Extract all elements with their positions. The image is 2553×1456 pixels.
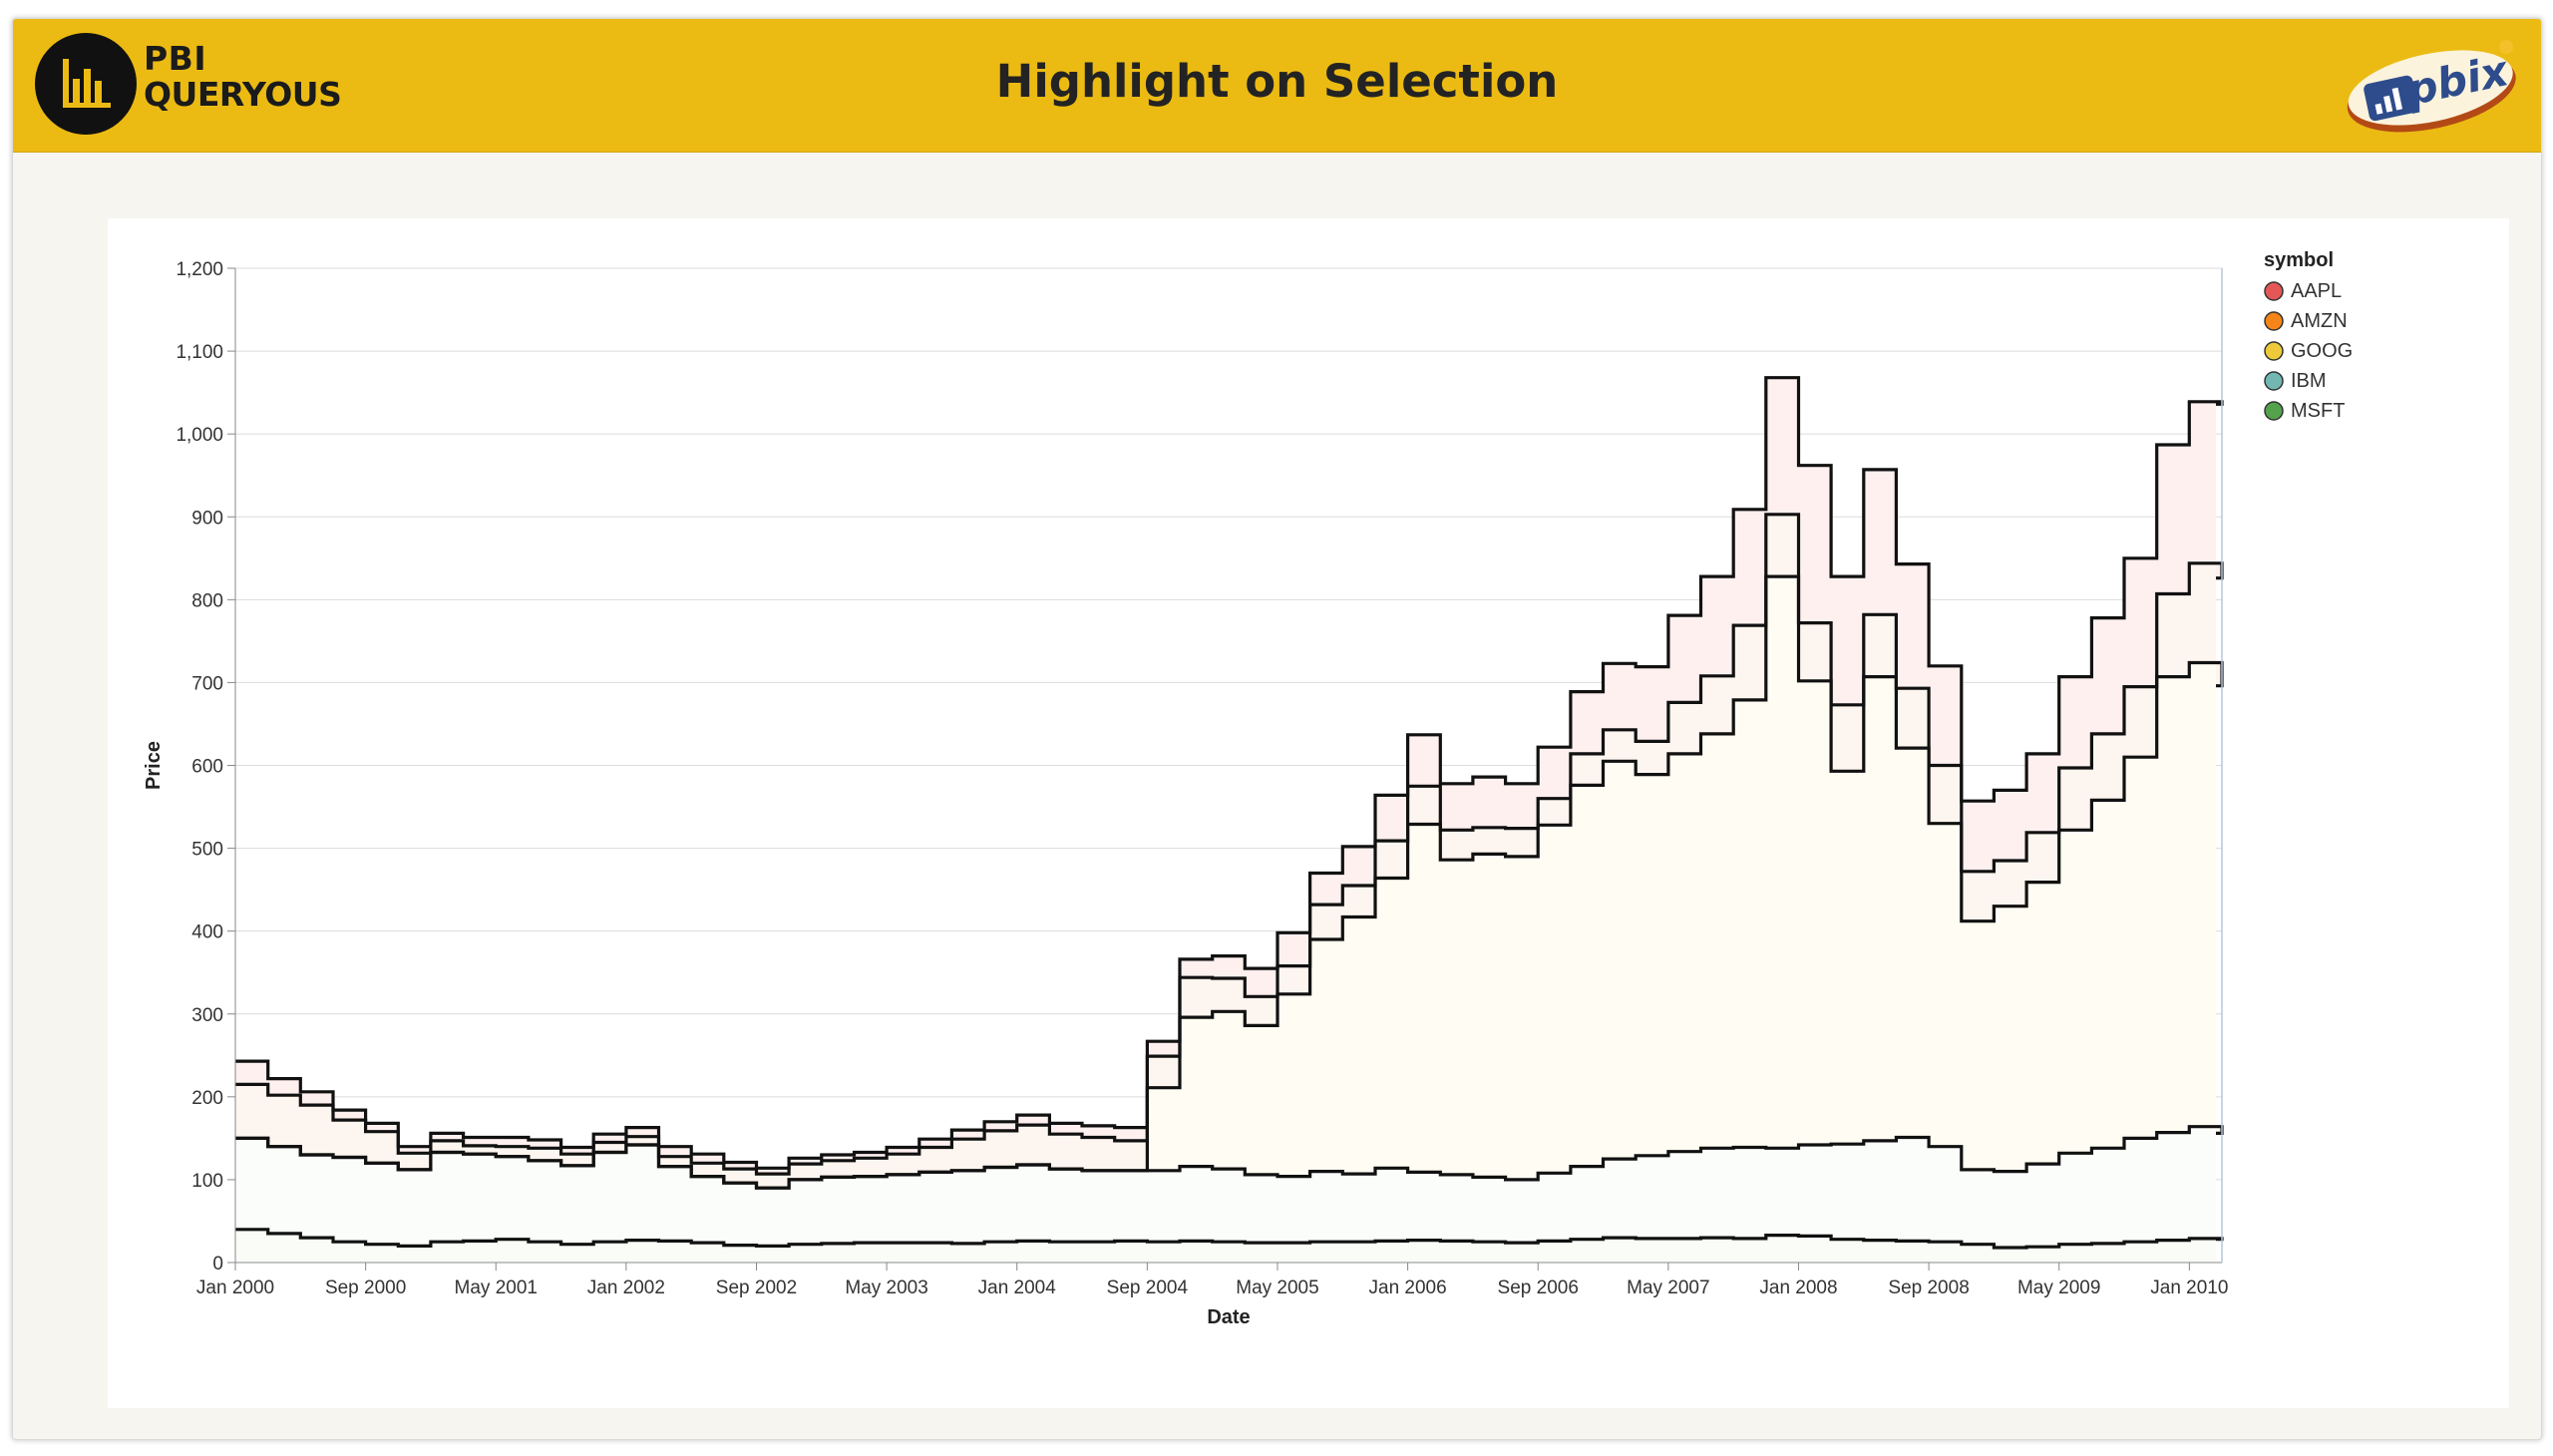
legend-swatch-msft[interactable] [2264, 401, 2284, 421]
x-tick-label: Jan 2006 [1369, 1277, 1447, 1298]
x-tick-label: Jan 2010 [2150, 1277, 2228, 1298]
x-tick-label: Sep 2004 [1107, 1277, 1189, 1298]
y-tick-label: 1,000 [176, 425, 223, 446]
x-tick-label: Jan 2000 [196, 1277, 274, 1298]
x-tick-label: May 2001 [455, 1277, 538, 1298]
stacked-area-chart[interactable]: 0 100 200 300 400 500 600 700 800 900 1,000 1,100 1,… [108, 218, 2509, 1408]
legend-swatch-goog[interactable] [2264, 341, 2284, 361]
y-tick-label: 0 [212, 1254, 223, 1274]
y-tick-label: 300 [191, 1005, 223, 1026]
series-line-goog [235, 574, 2224, 1190]
brand-line-2: QUERYOUS [144, 75, 342, 114]
pbix-badge: pbix [2347, 40, 2516, 133]
legend-label-ibm[interactable]: IBM [2291, 370, 2327, 392]
series-area-amzn[interactable] [235, 514, 2222, 1189]
chart-panel: 0 100 200 300 400 500 600 700 800 900 1,000 1,100 1,… [108, 218, 2509, 1408]
series-lines [235, 376, 2224, 1250]
x-tick-label: Jan 2008 [1759, 1277, 1837, 1298]
x-tick-label: May 2003 [845, 1277, 927, 1298]
header-bar: PBI QUERYOUS Highlight on Selection pbix [13, 19, 2541, 153]
legend-label-aapl[interactable]: AAPL [2291, 280, 2342, 302]
series-line-amzn [235, 513, 2224, 1176]
x-tick-label: Jan 2004 [978, 1277, 1057, 1298]
x-tick-label: Sep 2008 [1888, 1277, 1969, 1298]
y-axis-ticks: 0 100 200 300 400 500 600 700 800 900 1,000 1,100 1,… [176, 259, 235, 1274]
x-tick-label: Sep 2002 [716, 1277, 797, 1298]
y-tick-label: 900 [191, 508, 223, 529]
brand-line-1: PBI [144, 39, 207, 78]
y-tick-label: 800 [191, 590, 223, 611]
legend[interactable]: symbol AAPL AMZN GOOG IBM MSFT [2264, 249, 2353, 422]
bar-chart-icon [63, 59, 111, 108]
y-tick-label: 1,200 [176, 259, 223, 280]
y-axis-title: Price [143, 741, 165, 790]
legend-swatch-ibm[interactable] [2264, 371, 2284, 391]
legend-label-msft[interactable]: MSFT [2291, 400, 2345, 422]
dashboard-frame: PBI QUERYOUS Highlight on Selection pbix [12, 18, 2542, 1440]
x-tick-label: May 2007 [1627, 1277, 1709, 1298]
y-tick-label: 1,100 [176, 342, 223, 363]
y-tick-label: 700 [191, 673, 223, 694]
legend-label-amzn[interactable]: AMZN [2291, 310, 2348, 332]
x-tick-label: Sep 2000 [325, 1277, 406, 1298]
y-tick-label: 500 [191, 840, 223, 861]
x-tick-label: Jan 2002 [587, 1277, 665, 1298]
y-tick-label: 400 [191, 922, 223, 943]
series-area-goog[interactable] [235, 576, 2222, 1189]
legend-swatch-amzn[interactable] [2264, 311, 2284, 331]
series-line-aapl [235, 376, 2224, 1170]
y-tick-label: 200 [191, 1088, 223, 1109]
brand-logo-icon [35, 33, 137, 135]
legend-swatch-aapl[interactable] [2264, 281, 2284, 301]
legend-label-goog[interactable]: GOOG [2291, 340, 2353, 362]
x-axis-ticks: Jan 2000 Sep 2000 May 2001 Jan 2002 Sep 2002… [196, 1263, 2228, 1298]
pbix-star-icon [2499, 40, 2513, 54]
series-line-msft [235, 1228, 2224, 1250]
x-tick-label: May 2009 [2017, 1277, 2100, 1298]
legend-title: symbol [2264, 249, 2334, 271]
brand-name: PBI QUERYOUS [144, 39, 342, 114]
x-tick-label: Sep 2006 [1498, 1277, 1579, 1298]
x-axis-title: Date [1207, 1306, 1250, 1328]
series-area-ibm[interactable] [235, 1126, 2222, 1248]
y-tick-label: 600 [191, 757, 223, 778]
page-title: Highlight on Selection [995, 55, 1559, 108]
x-tick-label: May 2005 [1236, 1277, 1318, 1298]
y-tick-label: 100 [191, 1171, 223, 1192]
series-areas[interactable] [235, 377, 2222, 1263]
